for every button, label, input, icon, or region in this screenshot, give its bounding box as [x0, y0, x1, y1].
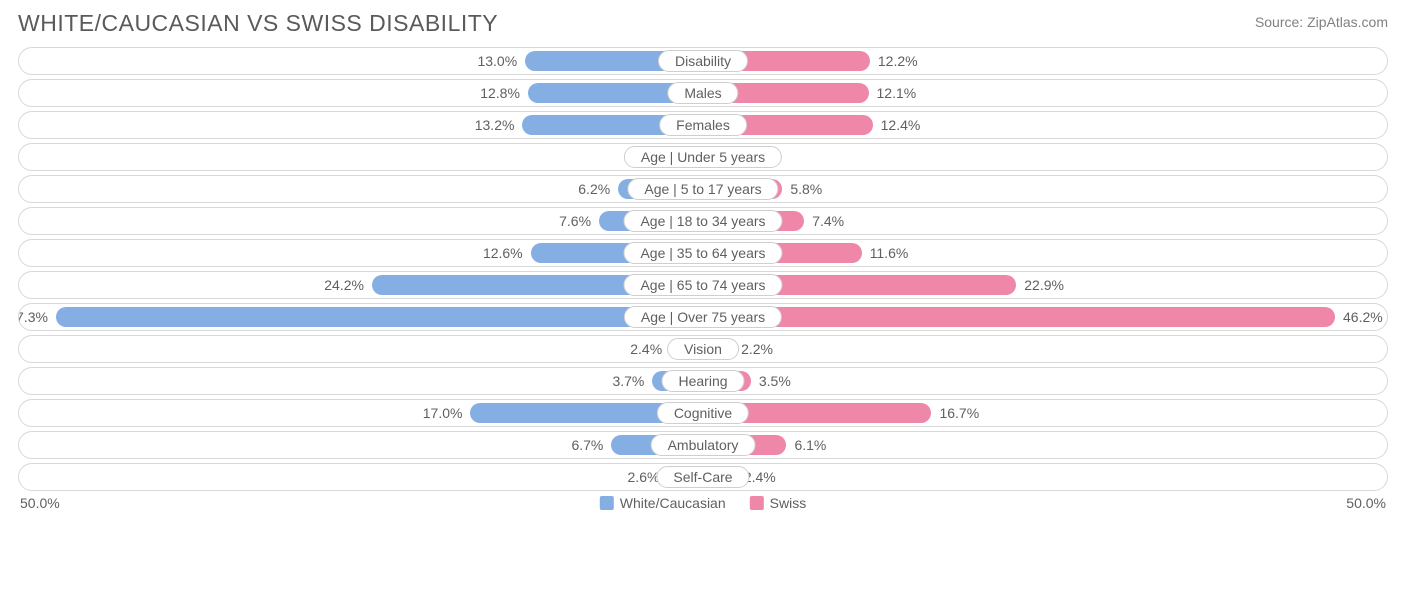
legend-swatch-icon — [600, 496, 614, 510]
chart-row: 6.7% 6.1% Ambulatory — [18, 431, 1388, 459]
chart-rows: 13.0% 12.2% Disability 12.8% 12.1% Males 13.2%… — [18, 47, 1388, 491]
chart-row: 13.0% 12.2% Disability — [18, 47, 1388, 75]
value-right: 12.2% — [878, 53, 918, 69]
legend-item-right: Swiss — [750, 495, 807, 511]
category-label: Age | 35 to 64 years — [623, 242, 782, 264]
chart-title: WHITE/CAUCASIAN VS SWISS DISABILITY — [18, 10, 498, 37]
value-left: 13.0% — [477, 53, 517, 69]
value-right: 16.7% — [939, 405, 979, 421]
chart-legend: White/Caucasian Swiss — [600, 495, 806, 511]
value-left: 47.3% — [18, 309, 48, 325]
bar-right — [703, 307, 1335, 327]
chart-row: 7.6% 7.4% Age | 18 to 34 years — [18, 207, 1388, 235]
value-right: 46.2% — [1343, 309, 1383, 325]
category-label: Age | Under 5 years — [624, 146, 782, 168]
chart-row: 17.0% 16.7% Cognitive — [18, 399, 1388, 427]
value-left: 12.8% — [480, 85, 520, 101]
category-label: Self-Care — [656, 466, 749, 488]
chart-row: 13.2% 12.4% Females — [18, 111, 1388, 139]
bar-left — [56, 307, 703, 327]
axis-label-left: 50.0% — [20, 495, 60, 511]
category-label: Age | Over 75 years — [624, 306, 782, 328]
chart-source: Source: ZipAtlas.com — [1255, 10, 1388, 30]
value-right: 7.4% — [812, 213, 844, 229]
chart-row: 6.2% 5.8% Age | 5 to 17 years — [18, 175, 1388, 203]
chart-row: 2.6%2.4%Self-Care — [18, 463, 1388, 491]
chart-row: 24.2% 22.9% Age | 65 to 74 years — [18, 271, 1388, 299]
value-right: 3.5% — [759, 373, 791, 389]
chart-container: WHITE/CAUCASIAN VS SWISS DISABILITY Sour… — [0, 0, 1406, 521]
value-right: 11.6% — [870, 245, 909, 261]
value-right: 12.4% — [881, 117, 921, 133]
value-left: 13.2% — [475, 117, 515, 133]
value-left: 7.6% — [559, 213, 591, 229]
category-label: Age | 5 to 17 years — [627, 178, 778, 200]
chart-row: 1.7%1.6%Age | Under 5 years — [18, 143, 1388, 171]
value-right: 22.9% — [1024, 277, 1064, 293]
category-label: Age | 65 to 74 years — [623, 274, 782, 296]
value-left: 2.6% — [628, 469, 660, 485]
value-left: 17.0% — [423, 405, 463, 421]
value-right: 5.8% — [790, 181, 822, 197]
value-right: 2.2% — [741, 341, 773, 357]
value-left: 3.7% — [612, 373, 644, 389]
value-left: 2.4% — [630, 341, 662, 357]
axis-label-right: 50.0% — [1346, 495, 1386, 511]
value-left: 6.2% — [578, 181, 610, 197]
value-right: 12.1% — [877, 85, 917, 101]
value-right: 6.1% — [794, 437, 826, 453]
chart-row: 3.7% 3.5% Hearing — [18, 367, 1388, 395]
category-label: Males — [667, 82, 738, 104]
value-left: 12.6% — [483, 245, 523, 261]
legend-label: White/Caucasian — [620, 495, 726, 511]
category-label: Hearing — [661, 370, 744, 392]
chart-row: 47.3% 46.2% Age | Over 75 years — [18, 303, 1388, 331]
category-label: Vision — [667, 338, 739, 360]
legend-item-left: White/Caucasian — [600, 495, 726, 511]
legend-label: Swiss — [770, 495, 807, 511]
value-left: 24.2% — [324, 277, 364, 293]
category-label: Ambulatory — [651, 434, 756, 456]
category-label: Disability — [658, 50, 748, 72]
chart-row: 12.8% 12.1% Males — [18, 79, 1388, 107]
value-left: 6.7% — [571, 437, 603, 453]
chart-header: WHITE/CAUCASIAN VS SWISS DISABILITY Sour… — [18, 10, 1388, 47]
legend-swatch-icon — [750, 496, 764, 510]
category-label: Age | 18 to 34 years — [623, 210, 782, 232]
chart-row: 2.4% 2.2%Vision — [18, 335, 1388, 363]
chart-footer: 50.0% White/Caucasian Swiss 50.0% — [18, 493, 1388, 515]
chart-row: 12.6% 11.6% Age | 35 to 64 years — [18, 239, 1388, 267]
category-label: Cognitive — [657, 402, 749, 424]
category-label: Females — [659, 114, 747, 136]
